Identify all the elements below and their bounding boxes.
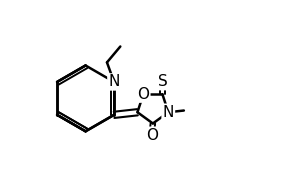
Text: O: O: [137, 87, 149, 102]
Text: N: N: [163, 105, 174, 120]
Text: O: O: [146, 128, 158, 143]
Text: S: S: [158, 74, 167, 89]
Text: N: N: [108, 74, 120, 89]
